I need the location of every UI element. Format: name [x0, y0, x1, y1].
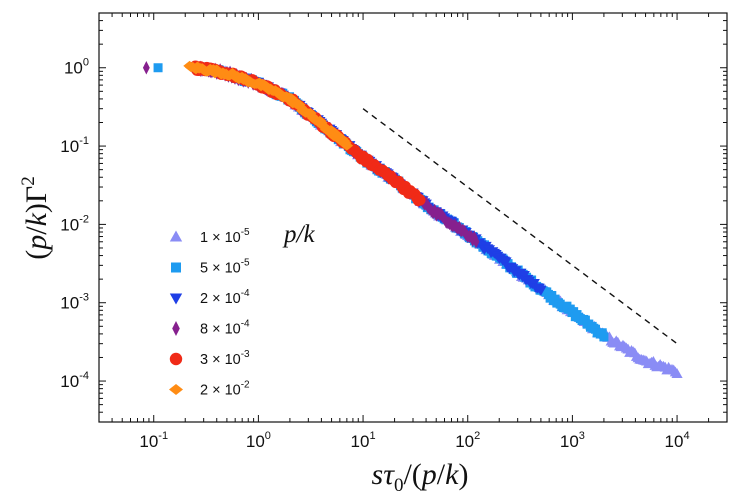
y-tick-label: 100 — [64, 57, 89, 78]
y-tick-label: 10-2 — [60, 213, 89, 234]
x-tick-label: 102 — [455, 430, 480, 451]
legend-label: 2 × 10-4 — [200, 288, 250, 307]
axis-ticks — [98, 12, 728, 423]
y-tick-label: 10-4 — [60, 370, 89, 391]
y-tick-label: 10-1 — [60, 135, 89, 156]
legend-marker — [171, 262, 181, 273]
data-point — [535, 286, 547, 296]
y-tick-label: 10-3 — [60, 292, 89, 313]
series-5-points — [189, 60, 426, 207]
reference-slope-line — [362, 108, 678, 345]
y-axis-title: (p/k)Γ2 — [18, 176, 53, 260]
x-axis-title: sτ0/(p/k) — [372, 458, 469, 496]
legend-label: 1 × 10-5 — [200, 227, 250, 246]
data-point — [332, 131, 346, 142]
data-point — [414, 194, 426, 206]
x-tick-label: 100 — [246, 430, 271, 451]
legend-label: 2 × 10-2 — [200, 380, 250, 399]
legend-marker — [169, 384, 183, 395]
x-tick-label: 104 — [665, 430, 690, 451]
data-point — [599, 332, 609, 342]
y-tick-labels: 100 10-1 10-2 10-3 10-4 — [60, 57, 89, 391]
legend-marker — [172, 321, 180, 336]
legend-marker — [169, 352, 183, 366]
data-point — [671, 368, 683, 378]
data-point — [326, 126, 339, 137]
data-point — [472, 235, 480, 249]
data-point — [142, 60, 150, 75]
data-point — [470, 230, 478, 245]
legend-marker — [169, 293, 183, 305]
x-tick-label: 103 — [560, 430, 585, 451]
series-6-points — [183, 60, 354, 151]
legend-label: 3 × 10-3 — [200, 349, 250, 368]
data-point — [431, 203, 439, 218]
legend: 1 × 10-5 5 × 10-5 2 × 10-4 8 × 10-4 3 × 10-3… — [169, 221, 315, 399]
legend-title: p/k — [282, 221, 315, 248]
data-point — [500, 257, 512, 268]
legend-label: 8 × 10-4 — [200, 319, 250, 338]
data-point — [153, 63, 163, 73]
x-tick-label: 10-1 — [139, 430, 168, 451]
x-tick-labels: 10-1 100 101 102 103 104 — [139, 430, 689, 451]
legend-marker — [169, 230, 183, 242]
data-point — [340, 140, 354, 151]
x-tick-label: 101 — [351, 430, 376, 451]
data-points-layer — [142, 60, 683, 378]
legend-label: 5 × 10-5 — [200, 258, 250, 277]
